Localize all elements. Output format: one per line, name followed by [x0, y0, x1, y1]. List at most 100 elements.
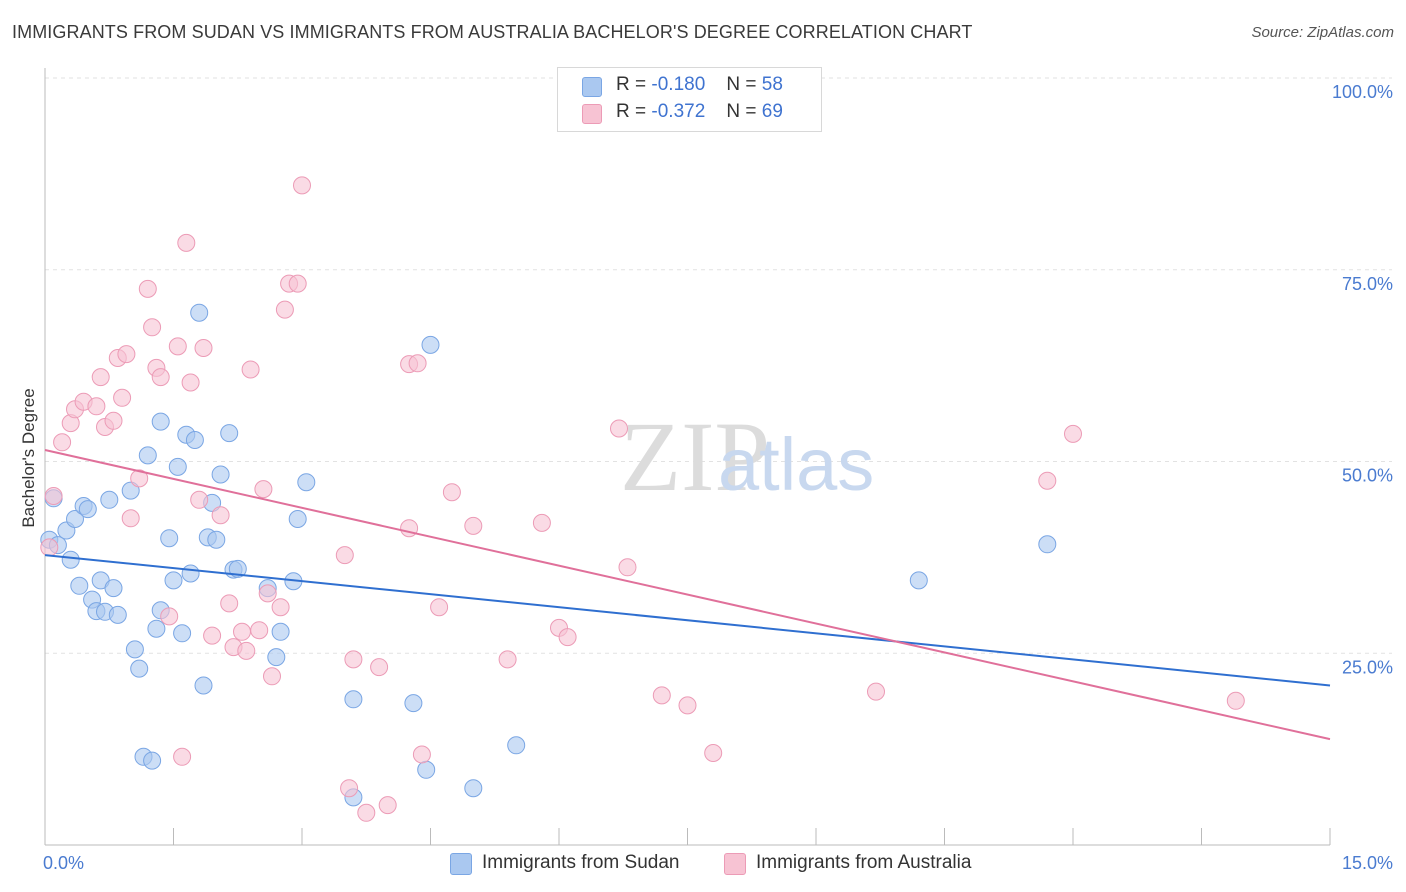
point-australia[interactable]: [263, 667, 281, 686]
point-sudan[interactable]: [417, 760, 436, 779]
point-sudan[interactable]: [1038, 535, 1057, 554]
point-sudan[interactable]: [173, 624, 192, 643]
point-sudan[interactable]: [164, 571, 183, 590]
point-sudan[interactable]: [130, 659, 149, 678]
point-sudan[interactable]: [143, 751, 162, 770]
point-sudan[interactable]: [288, 510, 307, 528]
point-sudan[interactable]: [147, 619, 166, 638]
point-australia[interactable]: [113, 388, 132, 407]
point-sudan[interactable]: [78, 500, 97, 519]
point-australia[interactable]: [143, 318, 162, 337]
point-australia[interactable]: [211, 506, 230, 525]
point-australia[interactable]: [408, 354, 427, 373]
point-australia[interactable]: [130, 469, 149, 488]
point-sudan[interactable]: [344, 690, 363, 709]
point-sudan[interactable]: [421, 335, 440, 354]
point-australia[interactable]: [344, 650, 363, 669]
point-australia[interactable]: [357, 803, 376, 822]
point-australia[interactable]: [44, 487, 63, 505]
legend-r-label: R =: [616, 74, 647, 95]
point-sudan[interactable]: [121, 481, 140, 500]
point-sudan[interactable]: [61, 550, 80, 569]
point-sudan[interactable]: [108, 605, 127, 624]
point-australia[interactable]: [652, 686, 671, 705]
point-australia[interactable]: [91, 368, 110, 387]
point-sudan[interactable]: [70, 576, 89, 595]
point-australia[interactable]: [370, 658, 389, 677]
point-australia[interactable]: [250, 621, 269, 640]
point-australia[interactable]: [241, 360, 260, 379]
point-sudan[interactable]: [181, 564, 200, 583]
point-sudan[interactable]: [104, 579, 123, 598]
watermark-zip: ZIP: [620, 401, 770, 512]
point-australia[interactable]: [53, 433, 72, 452]
point-australia[interactable]: [610, 419, 628, 438]
point-australia[interactable]: [340, 779, 359, 798]
point-sudan[interactable]: [267, 648, 286, 667]
point-australia[interactable]: [117, 345, 136, 364]
point-sudan[interactable]: [194, 676, 213, 695]
point-australia[interactable]: [138, 279, 157, 298]
point-sudan[interactable]: [228, 559, 247, 578]
legend-r-value-sudan: -0.180: [651, 74, 706, 95]
point-australia[interactable]: [237, 641, 256, 660]
point-sudan[interactable]: [207, 530, 226, 549]
point-australia[interactable]: [1226, 691, 1245, 710]
point-sudan[interactable]: [66, 510, 84, 528]
point-australia[interactable]: [1064, 424, 1082, 443]
point-australia[interactable]: [151, 368, 170, 387]
point-sudan[interactable]: [125, 640, 144, 659]
point-sudan[interactable]: [909, 571, 928, 590]
point-australia[interactable]: [40, 538, 59, 557]
point-australia[interactable]: [168, 337, 187, 356]
point-sudan[interactable]: [168, 457, 187, 476]
point-australia[interactable]: [220, 594, 239, 613]
point-australia[interactable]: [704, 744, 723, 762]
point-australia[interactable]: [412, 745, 431, 764]
point-sudan[interactable]: [151, 412, 170, 431]
point-australia[interactable]: [498, 650, 517, 669]
point-sudan[interactable]: [190, 303, 209, 322]
point-sudan[interactable]: [507, 736, 526, 755]
point-australia[interactable]: [233, 622, 251, 641]
point-sudan[interactable]: [211, 465, 230, 484]
data-points[interactable]: [40, 176, 1245, 822]
point-sudan[interactable]: [138, 446, 157, 465]
point-australia[interactable]: [293, 176, 311, 195]
point-australia[interactable]: [558, 628, 577, 647]
point-australia[interactable]: [87, 397, 106, 416]
point-sudan[interactable]: [271, 622, 290, 641]
point-australia[interactable]: [678, 696, 697, 715]
point-australia[interactable]: [254, 480, 273, 499]
point-sudan[interactable]: [160, 529, 179, 548]
point-sudan[interactable]: [100, 490, 119, 509]
point-australia[interactable]: [275, 300, 294, 319]
point-australia[interactable]: [177, 233, 196, 252]
point-australia[interactable]: [181, 373, 200, 392]
point-australia[interactable]: [378, 796, 397, 815]
point-australia[interactable]: [618, 558, 637, 577]
point-australia[interactable]: [194, 339, 213, 357]
point-australia[interactable]: [442, 483, 461, 502]
legend-n-label: N =: [726, 101, 757, 122]
point-australia[interactable]: [430, 598, 449, 617]
point-sudan[interactable]: [297, 473, 316, 492]
point-sudan[interactable]: [185, 431, 204, 449]
point-australia[interactable]: [1038, 471, 1057, 490]
point-australia[interactable]: [288, 274, 307, 293]
point-australia[interactable]: [121, 509, 140, 528]
point-australia[interactable]: [464, 516, 483, 535]
point-australia[interactable]: [532, 513, 551, 532]
point-australia[interactable]: [203, 626, 222, 645]
point-australia[interactable]: [160, 607, 179, 626]
point-sudan[interactable]: [404, 694, 423, 713]
point-australia[interactable]: [258, 584, 277, 603]
point-australia[interactable]: [867, 682, 885, 701]
point-australia[interactable]: [271, 598, 290, 617]
point-australia[interactable]: [173, 747, 192, 766]
point-australia[interactable]: [335, 546, 354, 565]
point-sudan[interactable]: [220, 424, 239, 443]
point-australia[interactable]: [190, 490, 209, 509]
point-australia[interactable]: [104, 411, 123, 430]
point-sudan[interactable]: [464, 779, 483, 798]
